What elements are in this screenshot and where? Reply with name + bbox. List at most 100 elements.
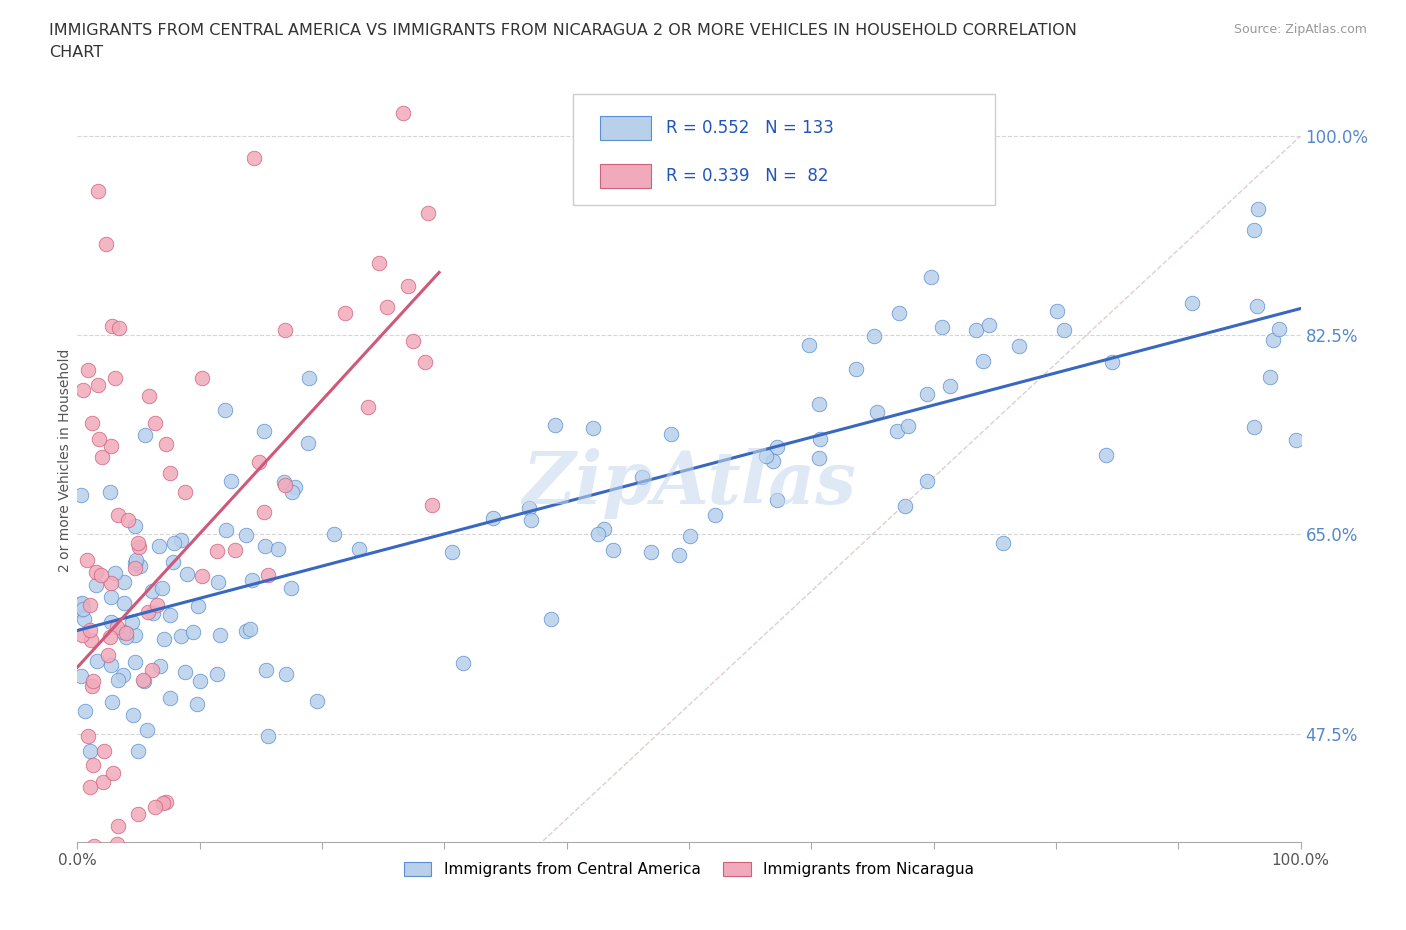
Point (87, 432, 110, 446)
Point (205, 543, 228, 558)
Point (70, 487, 93, 502)
Point (100, 576, 122, 591)
Point (124, 555, 146, 570)
Point (207, 575, 229, 590)
Point (107, 508, 129, 523)
Point (253, 504, 276, 519)
Point (235, 528, 257, 543)
FancyBboxPatch shape (572, 94, 995, 205)
Point (1243, 419, 1265, 434)
Point (440, 545, 463, 560)
Point (91, 775, 114, 790)
Point (72, 850, 94, 865)
Point (191, 569, 214, 584)
Point (808, 432, 831, 446)
Point (284, 479, 307, 494)
Point (73, 611, 96, 626)
Point (186, 697, 208, 711)
Point (517, 501, 540, 516)
Point (94, 237, 117, 252)
Point (375, 299, 398, 314)
Point (72, 382, 94, 397)
Point (148, 539, 170, 554)
Point (124, 655, 146, 670)
Point (939, 379, 962, 393)
Point (866, 405, 889, 419)
Point (134, 428, 156, 443)
Point (274, 477, 297, 492)
Point (520, 512, 543, 527)
Point (347, 541, 370, 556)
Point (79, 622, 101, 637)
Point (84, 578, 107, 592)
Point (915, 473, 938, 488)
Point (187, 598, 209, 613)
Point (86, 654, 108, 669)
Point (112, 668, 135, 683)
Point (142, 605, 165, 620)
Point (115, 626, 138, 641)
Point (181, 624, 204, 639)
Point (131, 673, 153, 688)
Point (240, 573, 263, 588)
Point (100, 658, 122, 672)
Point (766, 492, 789, 507)
Point (111, 625, 134, 640)
Point (755, 448, 778, 463)
Point (894, 498, 917, 513)
Point (159, 690, 181, 705)
Point (170, 628, 193, 643)
Point (146, 597, 169, 612)
Point (305, 694, 328, 709)
Point (159, 466, 181, 481)
Point (586, 526, 609, 541)
Point (125, 553, 148, 568)
FancyBboxPatch shape (599, 115, 651, 140)
Point (977, 318, 1000, 333)
Point (141, 662, 163, 677)
Text: R = 0.552   N = 133: R = 0.552 N = 133 (665, 119, 834, 137)
Point (69, 597, 91, 612)
Point (256, 728, 278, 743)
Point (70, 669, 93, 684)
Point (254, 538, 277, 553)
Point (104, 370, 127, 385)
Point (239, 621, 262, 636)
Point (368, 256, 391, 271)
Point (70, 628, 93, 643)
Point (162, 554, 184, 569)
Point (1052, 323, 1074, 338)
Point (127, 535, 149, 550)
Point (451, 656, 474, 671)
Point (1246, 299, 1268, 313)
Point (897, 418, 920, 433)
Point (254, 663, 277, 678)
Legend: Immigrants from Central America, Immigrants from Nicaragua: Immigrants from Central America, Immigra… (398, 857, 980, 884)
Point (87, 378, 110, 392)
Point (83, 925, 105, 930)
Point (150, 580, 173, 595)
Text: R = 0.339   N =  82: R = 0.339 N = 82 (665, 166, 828, 185)
Point (138, 389, 160, 404)
Point (1263, 333, 1285, 348)
Point (112, 595, 135, 610)
Point (886, 423, 908, 438)
Point (94, 856, 117, 870)
Point (920, 270, 942, 285)
Point (80, 416, 103, 431)
Point (107, 672, 129, 687)
Point (66, 898, 89, 913)
Point (176, 566, 198, 581)
Point (544, 418, 567, 432)
Point (602, 542, 624, 557)
Point (592, 522, 614, 537)
Point (87, 184, 110, 199)
Point (965, 323, 987, 338)
Point (179, 854, 201, 869)
Text: IMMIGRANTS FROM CENTRAL AMERICA VS IMMIGRANTS FROM NICARAGUA 2 OR MORE VEHICLES : IMMIGRANTS FROM CENTRAL AMERICA VS IMMIG… (49, 23, 1077, 38)
Point (145, 799, 167, 814)
Point (274, 323, 297, 338)
Point (703, 508, 725, 523)
Point (188, 674, 211, 689)
Point (155, 437, 177, 452)
